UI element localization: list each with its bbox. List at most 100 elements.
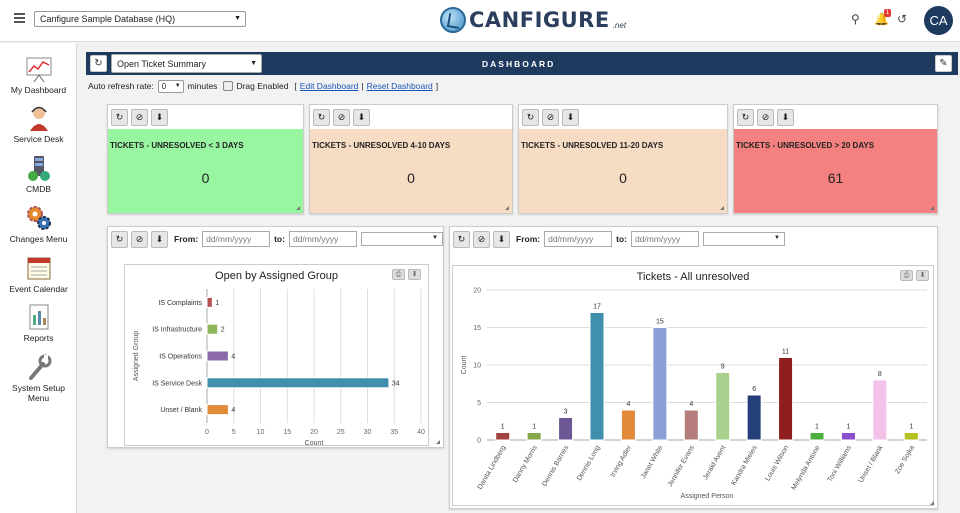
refresh-icon[interactable]: ↻ bbox=[522, 109, 539, 126]
separator: | bbox=[361, 81, 364, 91]
resize-handle-icon[interactable] bbox=[505, 206, 509, 210]
drag-enabled-checkbox[interactable] bbox=[223, 81, 234, 91]
download-icon[interactable]: ⬇ bbox=[493, 231, 510, 248]
x-axis-label: Assigned Person bbox=[681, 493, 734, 500]
category-label: Zoe Sojka bbox=[894, 444, 916, 475]
hide-icon[interactable]: ⊘ bbox=[333, 109, 350, 126]
refresh-icon[interactable]: ↻ bbox=[111, 109, 128, 126]
sidebar-item-event-calendar[interactable]: Event Calendar bbox=[0, 254, 77, 294]
download-icon[interactable]: ⬇ bbox=[151, 231, 168, 248]
refresh-icon: ↻ bbox=[94, 58, 103, 69]
from-date-input[interactable]: dd/mm/yyyy bbox=[544, 231, 613, 247]
hide-icon[interactable]: ⊘ bbox=[542, 109, 559, 126]
sidebar-item-label: Changes Menu bbox=[9, 234, 68, 244]
kpi-body: TICKETS - UNRESOLVED 11-20 DAYS 0 bbox=[519, 129, 727, 213]
kpi-body: TICKETS - UNRESOLVED > 20 DAYS 61 bbox=[734, 129, 937, 213]
sidebar-item-label: Reports bbox=[23, 333, 54, 343]
bar bbox=[526, 432, 542, 441]
resize-handle-icon[interactable] bbox=[436, 440, 440, 444]
edit-dashboard-link[interactable]: Edit Dashboard bbox=[299, 81, 359, 91]
y-tick-label: 20 bbox=[473, 288, 481, 295]
print-icon[interactable]: ⎙ bbox=[900, 270, 913, 281]
hide-icon[interactable]: ⊘ bbox=[757, 109, 774, 126]
database-select[interactable]: Canfigure Sample Database (HQ) ▼ bbox=[34, 11, 246, 27]
dashboard-options: Auto refresh rate: 0 ▼ minutes Drag Enabl… bbox=[88, 79, 438, 93]
reset-dashboard-link[interactable]: Reset Dashboard bbox=[366, 81, 433, 91]
kpi-title: TICKETS - UNRESOLVED > 20 DAYS bbox=[736, 141, 875, 150]
x-tick-label: 25 bbox=[337, 429, 345, 436]
person-chart-widget: ↻ ⊘ ⬇ From: dd/mm/yyyy to: dd/mm/yyyy ▼ Ti… bbox=[449, 226, 938, 509]
y-axis-label: Count bbox=[461, 356, 468, 375]
category-label: Unset / Blank bbox=[160, 407, 202, 414]
refresh-icon[interactable]: ↻ bbox=[313, 109, 330, 126]
sidebar-item-my-dashboard[interactable]: My Dashboard bbox=[0, 55, 77, 95]
menu-icon[interactable] bbox=[14, 13, 25, 23]
download-icon[interactable]: ⬇ bbox=[777, 109, 794, 126]
edit-button[interactable]: ✎ bbox=[935, 55, 952, 72]
bar bbox=[558, 417, 574, 441]
category-label: Toni Williams bbox=[827, 444, 854, 483]
group-chart-svg: 0 5 10 15 20 25 30 35 40 IS Complaints 1 IS Infrast… bbox=[133, 289, 425, 446]
sidebar-item-system-setup[interactable]: System Setup Menu bbox=[0, 353, 77, 403]
kpi-card: ↻ ⊘ ⬇ TICKETS - UNRESOLVED 11-20 DAYS 0 bbox=[518, 104, 728, 214]
data-label: 4 bbox=[231, 407, 235, 414]
bar bbox=[683, 409, 699, 441]
category-label: Irving Adler bbox=[610, 444, 634, 478]
download-icon[interactable]: ⬇ bbox=[562, 109, 579, 126]
refresh-button[interactable]: ↻ bbox=[90, 55, 107, 72]
kpi-card: ↻ ⊘ ⬇ TICKETS - UNRESOLVED > 20 DAYS 61 bbox=[733, 104, 938, 214]
search-icon[interactable]: ⚲ bbox=[851, 12, 860, 26]
category-label: Janet White bbox=[640, 444, 665, 480]
download-icon[interactable]: ⬇ bbox=[408, 269, 421, 280]
kpi-card: ↻ ⊘ ⬇ TICKETS - UNRESOLVED < 3 DAYS 0 bbox=[107, 104, 304, 214]
bar bbox=[809, 432, 825, 441]
resize-handle-icon[interactable] bbox=[296, 206, 300, 210]
sidebar-item-service-desk[interactable]: Service Desk bbox=[0, 104, 77, 144]
refresh-icon[interactable]: ↻ bbox=[737, 109, 754, 126]
resize-handle-icon[interactable] bbox=[930, 206, 934, 210]
person-chart-svg: 0 5 10 15 20 1 Danita Lindberg 1 Danny Morris 3 De… bbox=[461, 288, 927, 500]
widget-toolbar: ↻ ⊘ ⬇ bbox=[111, 231, 168, 248]
download-icon[interactable]: ⬇ bbox=[353, 109, 370, 126]
to-date-input[interactable]: dd/mm/yyyy bbox=[288, 231, 357, 247]
refresh-icon[interactable]: ↻ bbox=[111, 231, 128, 248]
filter-select[interactable]: ▼ bbox=[360, 232, 443, 246]
data-label: 1 bbox=[501, 424, 505, 431]
sidebar-item-label: Service Desk bbox=[13, 134, 64, 144]
hide-icon[interactable]: ⊘ bbox=[131, 109, 148, 126]
widget-toolbar: ↻ ⊘ ⬇ bbox=[522, 109, 579, 126]
resize-handle-icon[interactable] bbox=[930, 501, 934, 505]
bar bbox=[872, 379, 888, 441]
hide-icon[interactable]: ⊘ bbox=[473, 231, 490, 248]
bar bbox=[206, 350, 229, 362]
hide-icon[interactable]: ⊘ bbox=[131, 231, 148, 248]
sidebar-item-cmdb[interactable]: CMDB bbox=[0, 154, 77, 194]
drag-enabled-label: Drag Enabled bbox=[236, 81, 289, 91]
app-logo: CANFIGURE .net bbox=[440, 5, 626, 35]
download-icon[interactable]: ⬇ bbox=[916, 270, 929, 281]
avatar[interactable]: CA bbox=[924, 6, 953, 35]
dashboard-view-select[interactable]: Open Ticket Summary ▼ bbox=[111, 54, 262, 73]
from-date-input[interactable]: dd/mm/yyyy bbox=[202, 231, 271, 247]
bar bbox=[652, 327, 668, 441]
to-date-input[interactable]: dd/mm/yyyy bbox=[630, 231, 699, 247]
notification-badge: 1 bbox=[884, 9, 891, 17]
sidebar-item-reports[interactable]: Reports bbox=[0, 303, 77, 343]
x-tick-label: 35 bbox=[390, 429, 398, 436]
print-icon[interactable]: ⎙ bbox=[392, 269, 405, 280]
filter-select[interactable]: ▼ bbox=[702, 232, 785, 246]
download-icon[interactable]: ⬇ bbox=[151, 109, 168, 126]
history-icon[interactable]: ↺ bbox=[897, 12, 908, 26]
bar bbox=[206, 296, 213, 308]
resize-handle-icon[interactable] bbox=[720, 206, 724, 210]
sidebar-item-changes-menu[interactable]: Changes Menu bbox=[0, 204, 77, 244]
category-label: IS Operations bbox=[159, 354, 202, 361]
x-tick-label: 30 bbox=[364, 429, 372, 436]
changes-icon bbox=[26, 206, 51, 230]
logo-globe-icon bbox=[440, 7, 466, 33]
bar bbox=[206, 323, 219, 335]
y-axis-label: Assigned Group bbox=[133, 331, 140, 381]
auto-refresh-select[interactable]: 0 ▼ bbox=[157, 79, 184, 93]
to-label: to: bbox=[616, 234, 627, 244]
refresh-icon[interactable]: ↻ bbox=[453, 231, 470, 248]
